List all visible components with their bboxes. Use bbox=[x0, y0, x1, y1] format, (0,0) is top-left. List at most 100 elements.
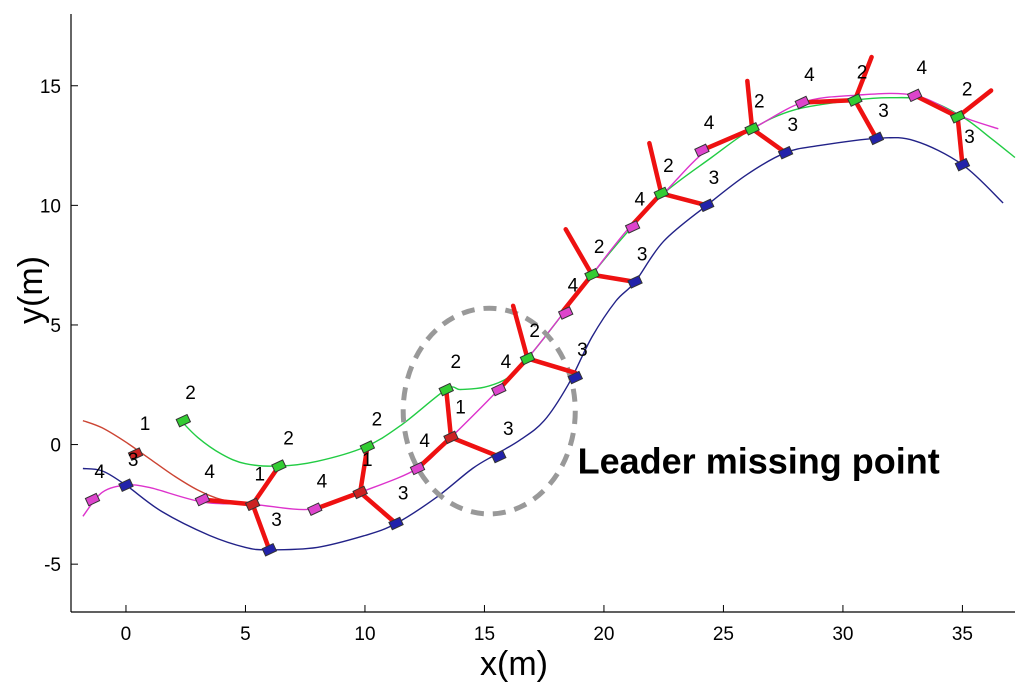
robot-3-marker bbox=[627, 275, 643, 289]
formation-link bbox=[510, 303, 530, 361]
formation-link bbox=[415, 435, 454, 471]
formation-link bbox=[357, 490, 399, 526]
robot-3-label: 3 bbox=[709, 168, 720, 189]
robot-4-label: 4 bbox=[94, 462, 105, 483]
x-tick-label: 35 bbox=[952, 624, 973, 645]
robot-3-marker bbox=[490, 449, 507, 464]
robot-3-label: 3 bbox=[637, 244, 648, 265]
robot-3-label: 3 bbox=[964, 127, 975, 148]
robot-3-marker bbox=[698, 198, 715, 213]
robot-4-label: 4 bbox=[804, 65, 815, 86]
trajectory-line-2 bbox=[180, 96, 1016, 467]
robot-2-label: 2 bbox=[283, 429, 294, 450]
x-tick-label: 5 bbox=[240, 624, 251, 645]
robot-1-label: 1 bbox=[140, 414, 151, 435]
formation-link bbox=[912, 93, 960, 120]
robot-4-marker bbox=[557, 306, 574, 320]
robot-2-marker bbox=[949, 110, 966, 124]
formation-link bbox=[448, 435, 502, 459]
robot-4-marker bbox=[306, 502, 323, 516]
robot-3-marker bbox=[388, 516, 404, 531]
robot-2-label: 2 bbox=[450, 352, 461, 373]
robot-1-marker bbox=[244, 497, 261, 512]
robot-markers bbox=[84, 88, 971, 557]
robot-2-label: 2 bbox=[754, 91, 765, 112]
robot-2-marker bbox=[519, 351, 536, 366]
formation-link bbox=[561, 272, 595, 313]
robot-3-label: 3 bbox=[398, 484, 409, 505]
formation-link bbox=[852, 54, 874, 103]
robot-4-label: 4 bbox=[568, 275, 579, 296]
robot-4-marker bbox=[194, 492, 211, 507]
y-tick-label: 15 bbox=[40, 77, 61, 98]
formation-link bbox=[749, 126, 788, 155]
formation-link bbox=[250, 463, 282, 507]
formation-link bbox=[200, 497, 255, 507]
y-tick-label: 10 bbox=[40, 196, 61, 217]
robot-4-marker bbox=[694, 143, 710, 158]
formation-link bbox=[647, 140, 664, 196]
robot-1-label: 1 bbox=[362, 450, 373, 471]
x-tick-label: 10 bbox=[354, 624, 375, 645]
robot-4-marker bbox=[624, 220, 641, 234]
robot-3-label: 3 bbox=[271, 510, 282, 531]
x-tick-label: 0 bbox=[121, 624, 132, 645]
robot-2-marker bbox=[584, 267, 600, 282]
x-tick-label: 15 bbox=[474, 624, 495, 645]
y-tick-label: -5 bbox=[44, 555, 61, 576]
leader-missing-circle bbox=[400, 305, 578, 517]
x-tick-label: 20 bbox=[593, 624, 614, 645]
formation-link bbox=[745, 78, 755, 132]
trajectory-line-1 bbox=[82, 419, 253, 506]
formation-link bbox=[525, 356, 578, 376]
robot-2-marker bbox=[653, 186, 670, 201]
highlight-circle-group bbox=[400, 305, 578, 517]
robot-2-marker bbox=[438, 382, 455, 397]
robot-4-label: 4 bbox=[917, 58, 928, 79]
robot-1-marker bbox=[127, 447, 144, 461]
robot-3-marker bbox=[777, 145, 794, 160]
robot-2-marker bbox=[271, 459, 287, 473]
formation-link bbox=[659, 191, 709, 208]
formation-links bbox=[200, 54, 994, 553]
robot-4-label: 4 bbox=[317, 472, 328, 493]
robot-4-marker bbox=[906, 88, 923, 103]
robot-1-label: 1 bbox=[255, 464, 266, 485]
robot-4-label: 4 bbox=[419, 431, 430, 452]
robot-2-marker bbox=[744, 121, 760, 136]
x-tick-label: 25 bbox=[713, 624, 734, 645]
robot-4-marker bbox=[409, 461, 426, 476]
robot-2-label: 2 bbox=[962, 79, 973, 100]
robot-3-marker bbox=[567, 370, 584, 385]
robot-2-label: 2 bbox=[372, 409, 383, 430]
robot-2-label: 2 bbox=[185, 383, 196, 404]
robot-1-marker bbox=[443, 430, 459, 445]
formation-link bbox=[443, 387, 454, 440]
robot-2-marker bbox=[359, 440, 376, 454]
robot-3-label: 3 bbox=[577, 340, 588, 361]
robot-2-label: 2 bbox=[663, 156, 674, 177]
robot-3-marker bbox=[118, 478, 134, 493]
formation-link bbox=[699, 126, 755, 153]
robot-4-marker bbox=[84, 492, 101, 507]
formation-link bbox=[955, 88, 994, 120]
leader-missing-annotation: Leader missing point bbox=[578, 440, 940, 481]
robot-3-label: 3 bbox=[503, 419, 514, 440]
y-axis-label: y(m) bbox=[12, 256, 50, 324]
formation-link bbox=[800, 97, 858, 105]
robot-2-label: 2 bbox=[857, 63, 868, 84]
robot-4-label: 4 bbox=[204, 462, 215, 483]
formation-link bbox=[630, 191, 664, 227]
robot-3-marker bbox=[868, 131, 885, 146]
robot-2-marker bbox=[175, 413, 192, 428]
robot-3-marker bbox=[261, 542, 278, 557]
robot-4-label: 4 bbox=[704, 113, 715, 134]
formation-link bbox=[496, 356, 530, 392]
formation-link bbox=[357, 444, 370, 495]
formation-link bbox=[312, 490, 363, 512]
y-tick-label: 0 bbox=[50, 436, 61, 457]
robot-2-label: 2 bbox=[594, 237, 605, 258]
x-axis-label: x(m) bbox=[480, 645, 548, 683]
robot-3-label: 3 bbox=[787, 115, 798, 136]
